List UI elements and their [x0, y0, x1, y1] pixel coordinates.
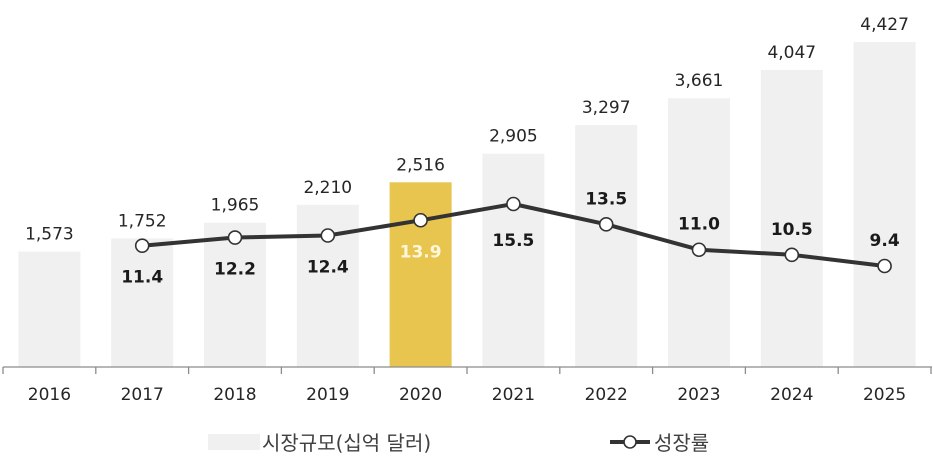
legend-bar-swatch	[208, 434, 260, 450]
bar-value-label: 2,905	[489, 127, 538, 147]
x-tick-label-2020: 2020	[399, 385, 442, 405]
bar-value-label: 2,516	[396, 155, 445, 175]
bar-value-label: 3,661	[675, 71, 724, 91]
growth-rate-labels: 11.4 12.2 12.4 13.9 15.5 13.5 11.0 10.5 9.4	[121, 189, 900, 287]
x-tick-label-2019: 2019	[306, 385, 349, 405]
x-tick-label-2018: 2018	[213, 385, 256, 405]
legend-line-marker-icon	[623, 435, 637, 449]
x-axis-tick-labels: 2016 2017 2018 2019 2020 2021 2022 2023 2024 2025	[28, 385, 906, 405]
growth-rate-marker-icon	[413, 212, 428, 228]
bar-value-label: 1,965	[211, 196, 260, 216]
legend-line-label: 성장률	[654, 431, 709, 455]
growth-rate-label: 15.5	[492, 231, 534, 251]
bar-value-label: 2,210	[303, 178, 352, 198]
legend: 시장규모(십억 달러) 성장률	[208, 431, 709, 455]
x-tick-label-2021: 2021	[492, 385, 535, 405]
bar-2022	[575, 124, 638, 368]
growth-rate-marker-icon	[506, 196, 521, 212]
bar-value-label: 3,297	[582, 98, 631, 118]
bar-value-label: 4,427	[860, 15, 909, 35]
growth-rate-marker-icon	[691, 242, 707, 258]
bar-2016	[18, 251, 81, 367]
growth-rate-marker-icon	[227, 230, 243, 245]
growth-rate-marker-icon	[598, 217, 614, 232]
line-series-growth-rate	[134, 196, 892, 274]
growth-rate-marker-icon	[784, 247, 800, 263]
growth-rate-label: 13.9	[400, 242, 442, 262]
bar-value-label: 1,573	[25, 225, 74, 245]
growth-rate-label: 9.4	[870, 231, 900, 251]
bar-value-labels: 1,573 1,752 1,965 2,210 2,516 2,905 3,297 3,661…	[25, 15, 909, 245]
growth-rate-marker-icon	[320, 228, 336, 243]
bar-2017	[111, 238, 174, 367]
growth-rate-label: 13.5	[585, 189, 627, 209]
x-tick-label-2023: 2023	[677, 385, 720, 405]
bar-2024	[760, 69, 823, 367]
bar-2025	[853, 42, 916, 367]
x-tick-label-2024: 2024	[770, 385, 813, 405]
x-axis-ticks	[2, 367, 932, 374]
growth-rate-label: 12.2	[214, 260, 256, 280]
x-tick-label-2022: 2022	[585, 385, 628, 405]
bar-2021	[482, 153, 545, 367]
x-tick-label-2025: 2025	[863, 385, 906, 405]
bar-2023	[668, 98, 730, 367]
growth-rate-label: 11.4	[121, 268, 163, 288]
growth-rate-label: 10.5	[771, 220, 813, 240]
bar-series-market-size	[18, 42, 916, 368]
bar-2018	[204, 222, 266, 367]
growth-rate-label: 12.4	[307, 258, 349, 278]
x-tick-label-2016: 2016	[28, 385, 71, 405]
growth-rate-marker-icon	[877, 258, 892, 274]
growth-rate-label: 11.0	[678, 215, 720, 235]
x-tick-label-2017: 2017	[121, 385, 164, 405]
bar-value-label: 1,752	[118, 211, 167, 231]
growth-rate-marker-icon	[134, 238, 150, 253]
legend-bar-label: 시장규모(십억 달러)	[262, 431, 431, 455]
bar-2020	[389, 182, 452, 367]
bar-value-label: 4,047	[767, 43, 816, 63]
